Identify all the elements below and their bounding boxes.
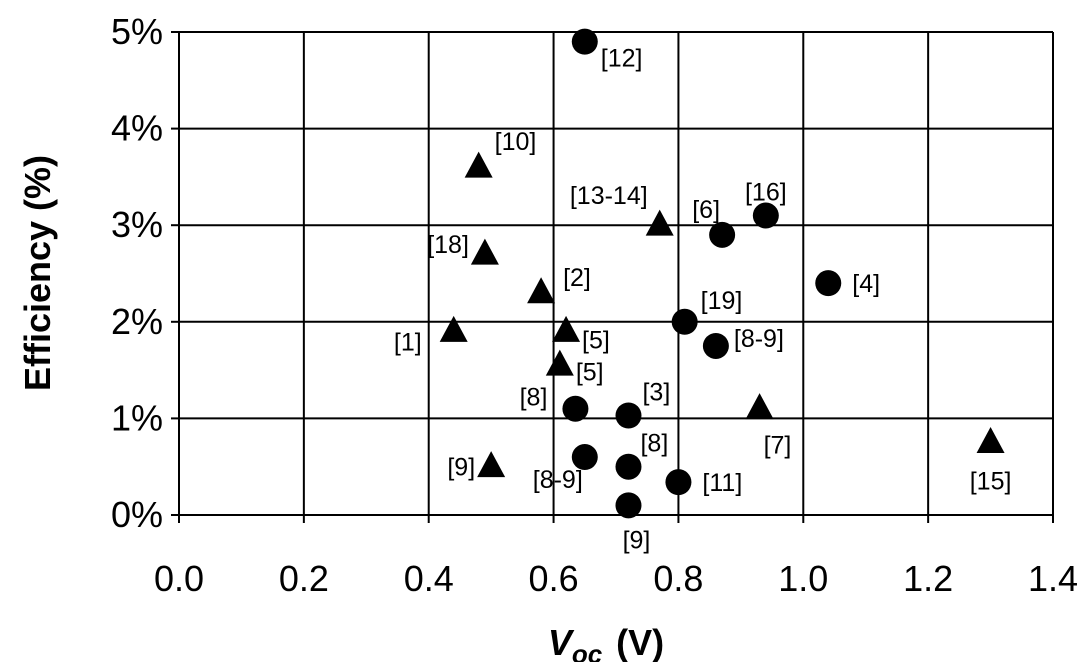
- triangle-marker: [745, 393, 774, 420]
- data-points: [439, 28, 1005, 519]
- y-tick-label: 1%: [111, 397, 163, 438]
- x-tick-label: 0.0: [154, 558, 204, 599]
- triangle-marker: [645, 209, 674, 236]
- circle-marker: [671, 308, 698, 335]
- circle-marker: [709, 221, 736, 248]
- circle-marker: [615, 453, 642, 480]
- point-label: [8]: [640, 430, 668, 458]
- triangle-marker: [976, 426, 1005, 453]
- x-tick-label: 0.8: [653, 558, 703, 599]
- triangle-marker: [545, 349, 574, 376]
- point-label: [19]: [701, 287, 743, 315]
- x-tick-label: 0.2: [279, 558, 329, 599]
- point-label: [5]: [576, 358, 604, 386]
- y-tick-label: 2%: [111, 301, 163, 342]
- point-label: [10]: [495, 128, 537, 156]
- point-label: [8-9]: [734, 325, 784, 353]
- point-label: [8]: [520, 384, 548, 412]
- circle-marker: [615, 492, 642, 519]
- circle-marker: [815, 270, 842, 297]
- x-tick-label: 1.0: [778, 558, 828, 599]
- point-label: [13-14]: [570, 182, 648, 210]
- y-tick-label: 5%: [111, 11, 163, 52]
- x-axis-title-unit: (V): [616, 622, 664, 662]
- circle-marker: [571, 28, 598, 55]
- triangle-marker: [464, 151, 493, 178]
- x-axis-ticks: 0.0 0.2 0.4 0.6 0.8 1.0 1.2 1.4: [154, 558, 1078, 599]
- point-label: [3]: [642, 379, 670, 407]
- x-axis-title-var: V: [548, 622, 575, 662]
- triangle-marker: [470, 238, 499, 265]
- point-label: [15]: [970, 468, 1012, 496]
- circle-marker: [665, 469, 692, 496]
- point-label: [9]: [447, 454, 475, 482]
- point-label: [8-9]: [533, 466, 583, 494]
- point-label: [7]: [764, 432, 792, 460]
- circle-marker: [571, 444, 598, 471]
- x-axis-title-sub: oc: [572, 639, 603, 662]
- point-label: [11]: [702, 469, 742, 497]
- x-axis-title: Voc (V): [548, 622, 664, 662]
- y-tick-label: 4%: [111, 108, 163, 149]
- point-label: [9]: [623, 526, 651, 554]
- triangle-marker: [527, 277, 556, 304]
- triangle-marker: [552, 315, 581, 342]
- x-tick-label: 0.4: [404, 558, 454, 599]
- point-label: [6]: [692, 196, 720, 224]
- point-labels: [12] [16] [6] [4] [19] [8-9] [8] [3] [8] [8-9] [11…: [394, 45, 1012, 555]
- triangle-marker: [477, 451, 506, 478]
- point-label: [2]: [563, 264, 591, 292]
- y-axis-ticks: 0% 1% 2% 3% 4% 5%: [111, 11, 163, 535]
- x-tick-label: 0.6: [529, 558, 579, 599]
- triangle-marker: [439, 315, 468, 342]
- x-tick-label: 1.4: [1028, 558, 1078, 599]
- point-label: [1]: [394, 328, 422, 356]
- circle-marker: [615, 402, 642, 429]
- point-label: [18]: [427, 231, 469, 259]
- circle-marker: [562, 395, 589, 422]
- circle-marker: [752, 202, 779, 229]
- y-tick-label: 3%: [111, 204, 163, 245]
- plot-grid: [171, 31, 1054, 523]
- circle-marker: [702, 332, 729, 359]
- point-label: [4]: [852, 270, 880, 298]
- y-tick-label: 0%: [111, 494, 163, 535]
- point-label: [16]: [745, 179, 787, 207]
- y-axis-title: Efficiency (%): [17, 155, 58, 391]
- x-tick-label: 1.2: [903, 558, 953, 599]
- point-label: [12]: [601, 45, 643, 73]
- point-label: [5]: [582, 326, 610, 354]
